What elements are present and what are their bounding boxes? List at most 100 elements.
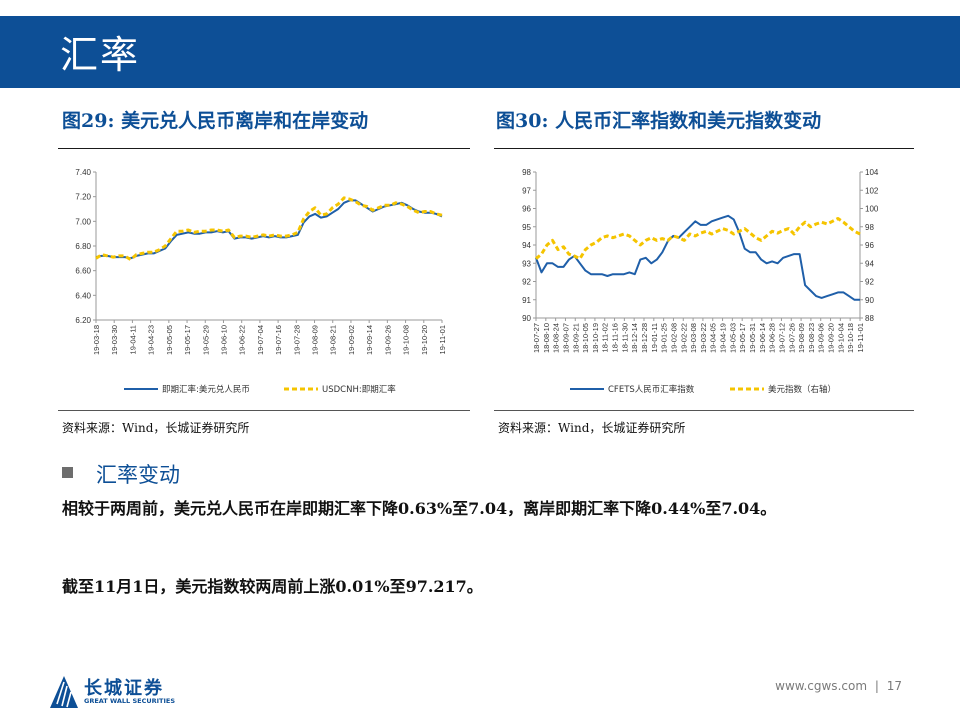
x-tick-label: 19-09-06 [817, 323, 826, 353]
x-tick-label: 19-05-17 [183, 325, 192, 355]
page-number: 17 [886, 679, 902, 693]
x-tick-label: 19-03-08 [689, 323, 698, 353]
y2-tick-label: 102 [865, 186, 879, 195]
x-tick-label: 19-06-28 [768, 323, 777, 353]
x-tick-label: 19-10-20 [420, 325, 429, 355]
x-tick-label: 19-08-09 [311, 325, 320, 355]
y2-tick-label: 96 [865, 241, 874, 250]
series-line-1 [95, 199, 443, 260]
x-tick-label: 19-10-04 [836, 323, 845, 353]
y-tick-label: 94 [522, 241, 531, 250]
x-tick-label: 19-03-30 [110, 325, 119, 355]
y2-tick-label: 100 [865, 205, 879, 214]
x-tick-label: 18-08-24 [552, 323, 561, 353]
x-tick-label: 19-08-23 [807, 323, 816, 353]
y2-tick-label: 88 [865, 314, 874, 323]
x-tick-label: 19-09-14 [365, 325, 374, 355]
series-line-2 [95, 196, 443, 262]
x-tick-label: 19-03-22 [699, 323, 708, 353]
y-tick-label: 98 [522, 168, 531, 177]
x-tick-label: 19-08-21 [329, 325, 338, 355]
x-tick-label: 18-07-27 [532, 323, 541, 353]
y-tick-label: 6.20 [75, 316, 91, 325]
x-tick-label: 19-02-22 [679, 323, 688, 353]
title-banner: 汇率 [0, 16, 960, 88]
x-tick-label: 19-05-29 [201, 325, 210, 355]
legend-label-2: USDCNH:即期汇率 [322, 384, 396, 395]
legend-label-1: CFETS人民币汇率指数 [608, 384, 695, 395]
logo-name-en: GREAT WALL SECURITIES [84, 697, 176, 705]
x-tick-label: 19-08-09 [797, 323, 806, 353]
y-tick-label: 91 [522, 296, 531, 305]
figure-29-top-rule [58, 148, 470, 149]
figure-29-source: 资料来源：Wind，长城证券研究所 [62, 421, 250, 435]
page-footer: www.cgws.com | 17 [775, 679, 902, 693]
y-tick-label: 7.20 [75, 193, 91, 202]
x-tick-label: 19-05-17 [738, 323, 747, 353]
footer-url[interactable]: www.cgws.com [775, 679, 868, 693]
great-wall-logo-icon [50, 676, 78, 708]
y-tick-label: 95 [522, 223, 531, 232]
page-title: 汇率 [60, 33, 141, 77]
x-tick-label: 19-07-26 [787, 323, 796, 353]
x-tick-label: 19-05-03 [728, 323, 737, 353]
x-tick-label: 19-07-28 [292, 325, 301, 355]
paragraph-dollar-index: 截至11月1日，美元指数较两周前上涨0.01%至97.217。 [62, 577, 483, 596]
x-tick-label: 19-01-11 [650, 323, 659, 352]
x-tick-label: 18-10-05 [581, 323, 590, 353]
x-tick-label: 19-07-04 [256, 325, 265, 355]
figure-30-chart: 9897969594939291901041021009896949290881… [522, 168, 879, 395]
figure-30-title: 图30: 人民币汇率指数和美元指数变动 [496, 110, 822, 132]
y2-tick-label: 98 [865, 223, 874, 232]
y-tick-label: 6.60 [75, 267, 91, 276]
y-tick-label: 96 [522, 205, 531, 214]
x-tick-label: 18-09-21 [571, 323, 580, 353]
x-tick-label: 19-04-05 [709, 323, 718, 353]
x-tick-label: 18-09-07 [561, 323, 570, 353]
figure-29-bottom-rule [58, 410, 470, 411]
x-tick-label: 19-09-02 [347, 325, 356, 355]
y-tick-label: 90 [522, 314, 531, 323]
y-tick-label: 6.80 [75, 242, 91, 251]
x-tick-label: 19-07-16 [274, 325, 283, 355]
legend-label-1: 即期汇率:美元兑人民币 [162, 384, 250, 395]
x-tick-label: 18-11-30 [620, 323, 629, 352]
y2-tick-label: 92 [865, 278, 874, 287]
x-tick-label: 19-05-31 [748, 323, 757, 353]
x-tick-label: 18-11-02 [601, 323, 610, 352]
x-tick-label: 19-05-05 [165, 325, 174, 355]
x-tick-label: 18-12-28 [640, 323, 649, 353]
y2-tick-label: 90 [865, 296, 874, 305]
footer-separator: | [874, 679, 879, 693]
y-tick-label: 7.40 [75, 168, 91, 177]
y2-tick-label: 94 [865, 259, 874, 268]
x-tick-label: 19-06-10 [219, 325, 228, 355]
series-line-1 [535, 214, 860, 301]
series-line-2 [535, 217, 861, 261]
section-title: 汇率变动 [96, 463, 180, 487]
y-tick-label: 7.00 [75, 217, 91, 226]
x-tick-label: 18-10-19 [591, 323, 600, 353]
company-logo: 长城证券 GREAT WALL SECURITIES [48, 674, 188, 710]
paragraph-exchange-rate: 相较于两周前，美元兑人民币在岸即期汇率下降0.63%至7.04，离岸即期汇率下降… [62, 499, 777, 518]
y-tick-label: 97 [522, 186, 531, 195]
x-tick-label: 19-06-22 [238, 325, 247, 355]
figure-30-bottom-rule [494, 410, 914, 411]
x-tick-label: 19-09-20 [827, 323, 836, 353]
x-tick-label: 19-04-23 [147, 325, 156, 355]
x-tick-label: 19-10-08 [402, 325, 411, 355]
x-tick-label: 19-11-01 [438, 325, 447, 354]
x-tick-label: 18-08-10 [542, 323, 551, 353]
x-tick-label: 19-03-18 [92, 325, 101, 355]
x-tick-label: 19-04-19 [719, 323, 728, 353]
x-tick-label: 19-09-26 [383, 325, 392, 355]
logo-name-cn: 长城证券 [84, 678, 164, 699]
x-tick-label: 18-12-14 [630, 323, 639, 353]
x-tick-label: 19-01-25 [660, 323, 669, 353]
x-tick-label: 19-02-08 [669, 323, 678, 353]
x-tick-label: 19-10-18 [846, 323, 855, 353]
y-tick-label: 93 [522, 259, 531, 268]
figure-30-top-rule [494, 148, 914, 149]
legend-label-2: 美元指数（右轴） [768, 384, 836, 395]
